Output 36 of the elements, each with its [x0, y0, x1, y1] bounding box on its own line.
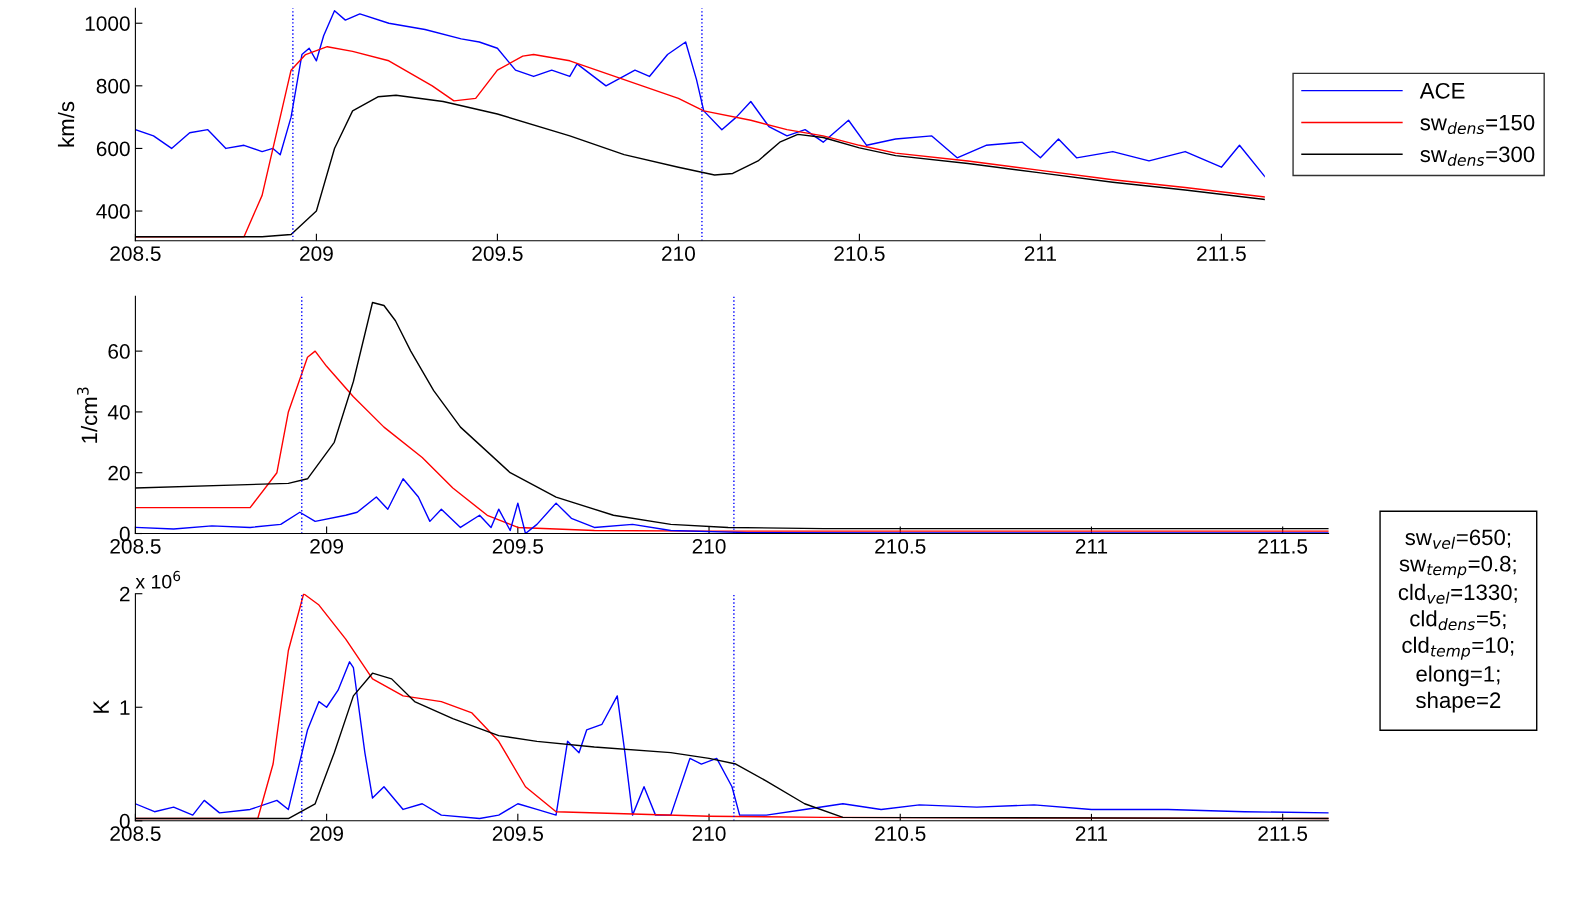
x-tick-label: 210	[692, 538, 726, 554]
x-tick-label: 209.5	[472, 246, 523, 261]
y-axis-title: K	[93, 700, 109, 713]
x-tick-label: 209	[310, 826, 344, 841]
x-tick-label: 209.5	[492, 538, 544, 554]
x-tick-label: 211	[1024, 246, 1056, 261]
legend-label: sw$_{dens}$=150	[1420, 114, 1535, 135]
x-tick-label: 209	[310, 538, 344, 554]
x-tick-label: 210.5	[875, 826, 926, 841]
x-tick-label: 210	[692, 826, 726, 841]
x-tick-label: 211	[1075, 826, 1108, 841]
y-axis-title: km/s	[57, 101, 75, 147]
y-axis-title: 1/cm$^{3}$	[76, 387, 98, 443]
x-tick-label: 209	[300, 246, 333, 261]
text: sw$_{vel}$=650; sw$_{temp}$=0.8; cld$_{vel}$=1330; cld$_{dens}$=5; cld$_{temp}$=10; elong=1; shape=2	[1398, 529, 1517, 713]
text: x 10$^{6}$	[135, 570, 181, 589]
y-tick-label: 600	[96, 141, 130, 157]
x-tick-label: 208.5	[110, 246, 161, 261]
y-tick-label: 20	[108, 465, 130, 481]
x-tick-label: 210.5	[834, 246, 885, 261]
x-tick-label: 210.5	[875, 538, 926, 554]
legend-label: ACE	[1419, 82, 1465, 99]
x-tick-label: 211.5	[1197, 246, 1246, 261]
y-tick-label: 2	[120, 586, 130, 602]
y-tick-label: 800	[96, 78, 130, 94]
y-tick-label: 40	[107, 404, 130, 420]
x-tick-label: 211	[1075, 538, 1108, 554]
x-tick-label: 211.5	[1258, 538, 1308, 554]
x-tick-label: 210	[662, 246, 695, 261]
y-tick-label: 1	[120, 700, 130, 715]
y-tick-label: 1000	[85, 16, 130, 31]
x-tick-label: 211.5	[1258, 826, 1308, 841]
legend-label: sw$_{dens}$=300	[1420, 146, 1535, 166]
y-tick-label: 400	[96, 204, 130, 219]
y-tick-label: 60	[108, 344, 130, 359]
x-tick-label: 209.5	[492, 826, 544, 841]
